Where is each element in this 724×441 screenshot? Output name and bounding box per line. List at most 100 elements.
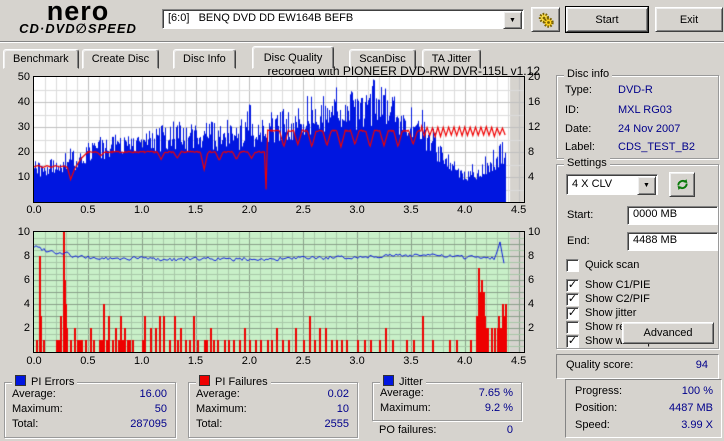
scan-speed-select[interactable]: 4 X CLV ▼ xyxy=(566,174,658,195)
chart2-left-tick: 2 xyxy=(23,322,30,334)
start-button-label: Start xyxy=(595,13,619,26)
pie-average-value: 16.00 xyxy=(139,388,167,400)
start-button[interactable]: Start xyxy=(565,6,649,33)
disc-slash-icon: ∅ xyxy=(75,21,88,36)
tab-label: Disc Quality xyxy=(263,51,323,64)
chart2-x-tick: 4.5 xyxy=(510,355,527,367)
pie-maximum-value: 50 xyxy=(154,403,167,415)
checkbox-show-c1-pie[interactable]: ✓ Show C1/PIE xyxy=(566,278,650,292)
tab-label: ScanDisc xyxy=(359,53,406,65)
end-field[interactable]: 4488 MB xyxy=(627,232,718,251)
scan-speed-dropdown-button[interactable]: ▼ xyxy=(637,176,656,195)
chart2-x-tick: 3.0 xyxy=(349,355,365,367)
chart2-left-tick: 6 xyxy=(23,274,30,286)
checkbox-label: Show C1/PIE xyxy=(585,279,651,291)
checkbox-show-jitter[interactable]: ✓ Show jitter xyxy=(566,306,636,320)
chart1-x-tick: 1.5 xyxy=(187,204,204,216)
progress-label: Progress: xyxy=(575,385,623,397)
nero-logo: nero CD·DVD∅SPEED xyxy=(2,0,154,37)
pie-maximum-label: Maximum: xyxy=(12,403,63,415)
speed-label: Speed: xyxy=(575,419,610,431)
disc-label-label: Label: xyxy=(565,141,595,153)
tools-button[interactable] xyxy=(531,7,560,32)
speed-value: 3.99 X xyxy=(681,419,713,431)
chevron-down-icon: ▼ xyxy=(643,182,650,189)
drive-select[interactable]: [6:0] BENQ DVD DD EW164B BEFB ▼ xyxy=(162,9,524,29)
tab-ta-jitter[interactable]: TA Jitter xyxy=(421,49,482,69)
checkbox-checked-icon[interactable]: ✓ xyxy=(566,334,579,348)
chart2-x-tick: 2.5 xyxy=(295,355,311,367)
disc-id-label: ID: xyxy=(565,104,580,116)
checkbox-checked-icon[interactable]: ✓ xyxy=(566,292,579,306)
chart1-x-tick: 0.0 xyxy=(26,204,42,216)
tab-label: Benchmark xyxy=(13,53,69,65)
pif-average-value: 0.02 xyxy=(327,388,349,400)
tab-disc-info[interactable]: Disc Info xyxy=(173,49,236,69)
position-value: 4487 MB xyxy=(668,402,713,414)
progress-panel: Progress: 100 % Position: 4487 MB Speed: 3.… xyxy=(565,379,722,438)
tab-disc-quality[interactable]: Disc Quality xyxy=(251,46,335,69)
disc-info-title: Disc info xyxy=(564,68,613,80)
chart2-left-tick: 8 xyxy=(23,250,30,262)
checkbox-checked-icon[interactable]: ✓ xyxy=(566,278,579,292)
chart2-x-tick: 1.0 xyxy=(134,355,150,367)
pi-errors-panel: PI Errors Average: 16.00 Maximum: 50 Total… xyxy=(4,375,176,438)
pif-maximum-value: 10 xyxy=(336,403,349,415)
checkbox-unchecked-icon[interactable] xyxy=(566,320,579,334)
tab-label: Create Disc xyxy=(91,53,150,65)
po-failures-label: PO failures: xyxy=(379,424,437,436)
pif-total-label: Total: xyxy=(196,418,223,430)
chart1-left-tick: 30 xyxy=(17,121,30,133)
gears-icon xyxy=(538,12,554,28)
chart2-left-tick: 10 xyxy=(17,226,30,238)
chevron-down-icon: ▼ xyxy=(509,16,516,24)
chart1-right-tick: 20 xyxy=(528,71,541,83)
chart1-left-tick: 40 xyxy=(17,96,30,108)
chart1-x-tick: 0.5 xyxy=(80,204,96,216)
chart1-x-tick: 2.5 xyxy=(295,204,311,216)
tab-scandisc[interactable]: ScanDisc xyxy=(349,49,416,69)
logo-cddvd-text: CD·DVD xyxy=(19,21,76,36)
tab-benchmark[interactable]: Benchmark xyxy=(3,49,79,69)
drive-select-dropdown-button[interactable]: ▼ xyxy=(503,11,522,29)
disc-type-label: Type: xyxy=(565,84,592,96)
chart2-x-tick: 2.0 xyxy=(241,355,258,367)
quality-score-value: 94 xyxy=(695,359,708,371)
tab-label: Disc Info xyxy=(183,53,226,65)
chart1-right-tick: 4 xyxy=(528,171,535,183)
chart2-x-tick: 0.5 xyxy=(80,355,96,367)
chart1-left-tick: 20 xyxy=(17,146,30,158)
jitter-pif-chart xyxy=(33,231,525,353)
settings-title: Settings xyxy=(564,157,610,169)
disc-date-value: 24 Nov 2007 xyxy=(618,123,681,135)
chart1-x-tick: 3.0 xyxy=(349,204,365,216)
tab-create-disc[interactable]: Create Disc xyxy=(81,49,160,69)
logo-nero-text: nero xyxy=(46,0,110,26)
chart1-x-tick: 3.5 xyxy=(403,204,419,216)
pie-total-label: Total: xyxy=(12,418,39,430)
disc-type-value: DVD-R xyxy=(618,84,653,96)
chart2-left-tick: 4 xyxy=(23,298,30,310)
chart1-x-tick: 4.0 xyxy=(457,204,473,216)
jitter-maximum-label: Maximum: xyxy=(380,402,431,414)
chart2-right-tick: 2 xyxy=(528,322,535,334)
advanced-button[interactable]: Advanced xyxy=(622,322,714,344)
jitter-maximum-value: 9.2 % xyxy=(484,402,513,414)
start-field[interactable]: 0000 MB xyxy=(627,206,718,225)
chart1-left-tick: 10 xyxy=(17,171,30,183)
checkbox-unchecked-icon[interactable] xyxy=(566,258,579,272)
checkbox-quick-scan[interactable]: Quick scan xyxy=(566,258,639,272)
drive-select-value: [6:0] BENQ DVD DD EW164B BEFB xyxy=(168,12,354,24)
pi-failures-panel: PI Failures Average: 0.02 Maximum: 10 Tota… xyxy=(188,375,358,438)
exit-button[interactable]: Exit xyxy=(655,7,723,32)
pie-speed-chart xyxy=(33,76,525,203)
po-failures-value: 0 xyxy=(506,424,513,436)
refresh-button[interactable] xyxy=(669,172,695,197)
refresh-icon xyxy=(676,179,688,190)
checkbox-checked-icon[interactable]: ✓ xyxy=(566,306,579,320)
tab-label: TA Jitter xyxy=(431,53,472,65)
disc-id-value: MXL RG03 xyxy=(618,104,673,116)
checkbox-show-c2-pif[interactable]: ✓ Show C2/PIF xyxy=(566,292,650,306)
po-failures-row: PO failures: 0 xyxy=(379,424,513,436)
